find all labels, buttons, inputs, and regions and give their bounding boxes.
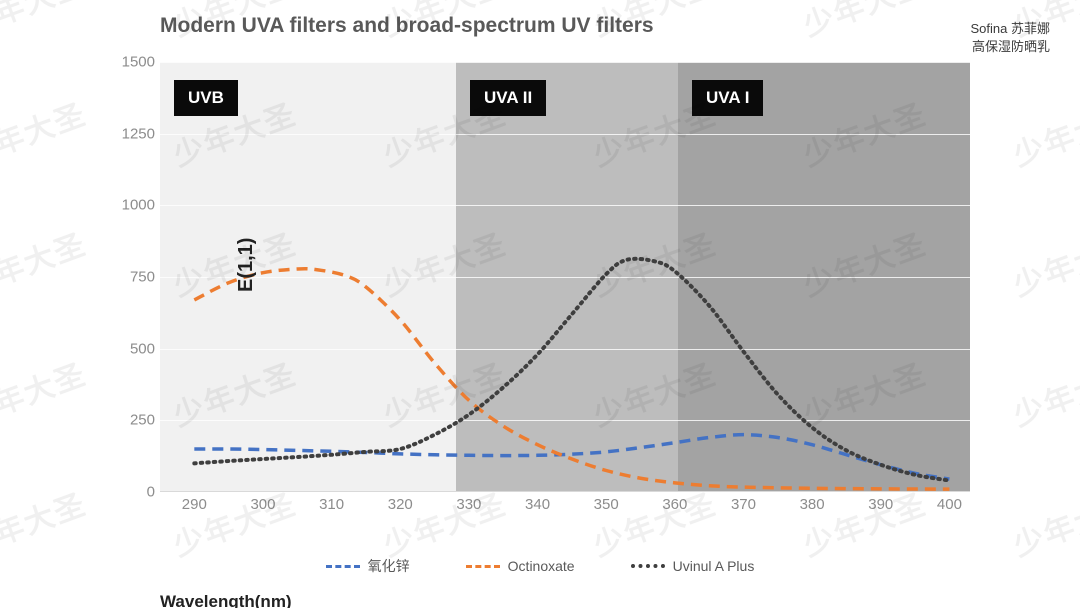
watermark-text: 少年大圣 [1006,349,1080,434]
watermark-text: 少年大圣 [796,0,931,45]
watermark-text: 少年大圣 [0,219,92,304]
y-tick-label: 1250 [110,125,155,142]
x-axis-title: Wavelength(nm) [160,592,292,608]
chart-title: Modern UVA filters and broad-spectrum UV… [160,14,654,38]
legend-label-Octinoxate: Octinoxate [508,558,575,574]
series-svg [160,62,970,492]
watermark-text: 少年大圣 [1006,89,1080,174]
y-tick-label: 1500 [110,54,155,71]
brand-label: Sofina 苏菲娜 高保湿防晒乳 [971,20,1050,55]
y-tick-label: 500 [110,340,155,357]
series-line-Uvinul A Plus [194,259,949,481]
y-tick-label: 750 [110,269,155,286]
x-tick-label: 380 [800,496,825,513]
x-tick-label: 360 [662,496,687,513]
legend-item-Uvinul A Plus: Uvinul A Plus [631,558,755,574]
y-tick-label: 0 [110,484,155,501]
x-tick-label: 400 [937,496,962,513]
gridline-y [160,492,970,493]
x-tick-label: 310 [319,496,344,513]
x-tick-label: 340 [525,496,550,513]
watermark-text: 少年大圣 [0,349,92,434]
legend-item-氧化锌: 氧化锌 [326,556,410,576]
x-tick-label: 390 [868,496,893,513]
watermark-text: 少年大圣 [0,89,92,174]
x-tick-label: 350 [594,496,619,513]
y-axis-title: E(1,1) [235,238,258,292]
legend-swatch-氧化锌 [326,565,360,568]
legend-swatch-Octinoxate [466,565,500,568]
legend-item-Octinoxate: Octinoxate [466,558,575,574]
watermark-text: 少年大圣 [1006,219,1080,304]
x-tick-label: 370 [731,496,756,513]
watermark-text: 少年大圣 [1006,479,1080,564]
watermark-text: 少年大圣 [0,0,92,45]
x-tick-label: 320 [388,496,413,513]
watermark-text: 少年大圣 [0,479,92,564]
x-axis-ticks: 290 300 310 320 330 340 350 360 370 380 390 400 [160,496,970,520]
legend-label-Uvinul A Plus: Uvinul A Plus [673,558,755,574]
x-tick-label: 330 [456,496,481,513]
y-tick-label: 250 [110,412,155,429]
x-tick-label: 300 [250,496,275,513]
x-tick-label: 290 [182,496,207,513]
chart-container: E(1,1) UVB UVA II UVA I 0 250 500 750 1000 12… [160,62,970,492]
legend-swatch-Uvinul A Plus [631,564,665,568]
legend-label-氧化锌: 氧化锌 [368,556,410,576]
y-tick-label: 1000 [110,197,155,214]
legend: 氧化锌 Octinoxate Uvinul A Plus [0,556,1080,576]
